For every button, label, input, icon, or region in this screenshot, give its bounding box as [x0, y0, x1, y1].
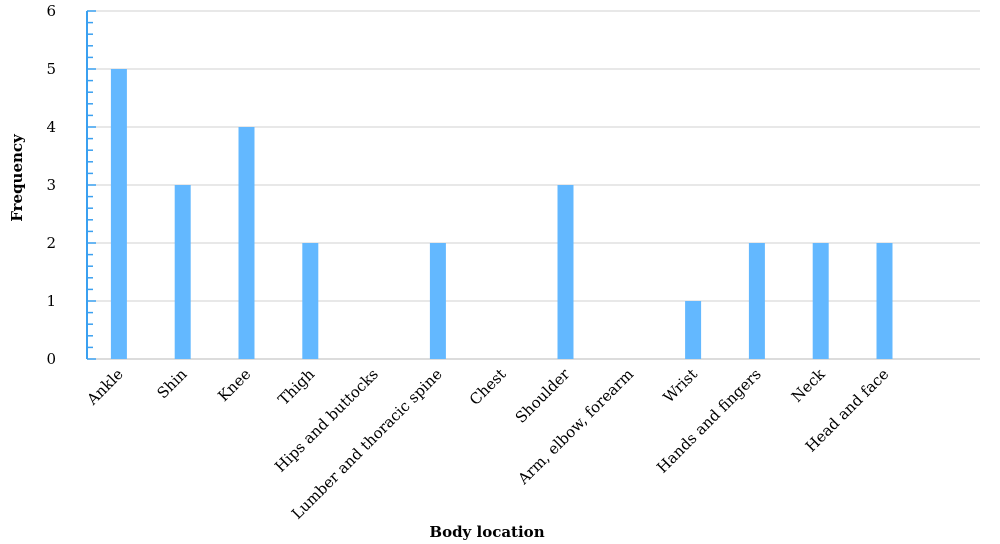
y-tick-label: 5: [46, 60, 56, 78]
y-tick-label: 6: [46, 2, 56, 20]
bar-thigh: [302, 243, 319, 359]
gridlines: [87, 10, 980, 360]
x-tick-label: Chest: [466, 365, 510, 409]
y-tick-label: 3: [46, 176, 56, 194]
bar-neck: [812, 243, 829, 359]
y-tick-label: 2: [46, 234, 56, 252]
y-tick-label: 1: [46, 292, 56, 310]
x-tick-label: Arm, elbow, forearm: [514, 365, 637, 488]
x-tick-label: Shoulder: [512, 365, 574, 427]
x-tick-label: Shin: [153, 365, 190, 402]
bar-shin: [174, 185, 191, 359]
x-tick-label: Hands and fingers: [653, 365, 765, 477]
x-axis-title: Body location: [429, 523, 544, 541]
bar-head-and-face: [876, 243, 893, 359]
y-tick-label: 4: [46, 118, 56, 136]
x-tick-label: Thigh: [274, 365, 318, 409]
y-tick-labels: 0 1 2 3 4 5 6: [46, 2, 56, 368]
bar-wrist: [685, 301, 702, 359]
y-axis: [86, 10, 96, 360]
y-axis-title: Frequency: [8, 133, 26, 222]
x-tick-label: Ankle: [83, 365, 127, 409]
bar-ankle: [110, 69, 127, 359]
bar-knee: [238, 127, 255, 359]
bar-hands-and-fingers: [748, 243, 765, 359]
bar-lumber-and-thoracic-spine: [429, 243, 446, 359]
x-tick-label: Neck: [788, 364, 829, 405]
bars: [110, 69, 893, 359]
bar-shoulder: [557, 185, 574, 359]
x-tick-label: Knee: [214, 365, 254, 405]
x-tick-label: Wrist: [660, 365, 701, 406]
y-tick-label: 0: [46, 350, 56, 368]
